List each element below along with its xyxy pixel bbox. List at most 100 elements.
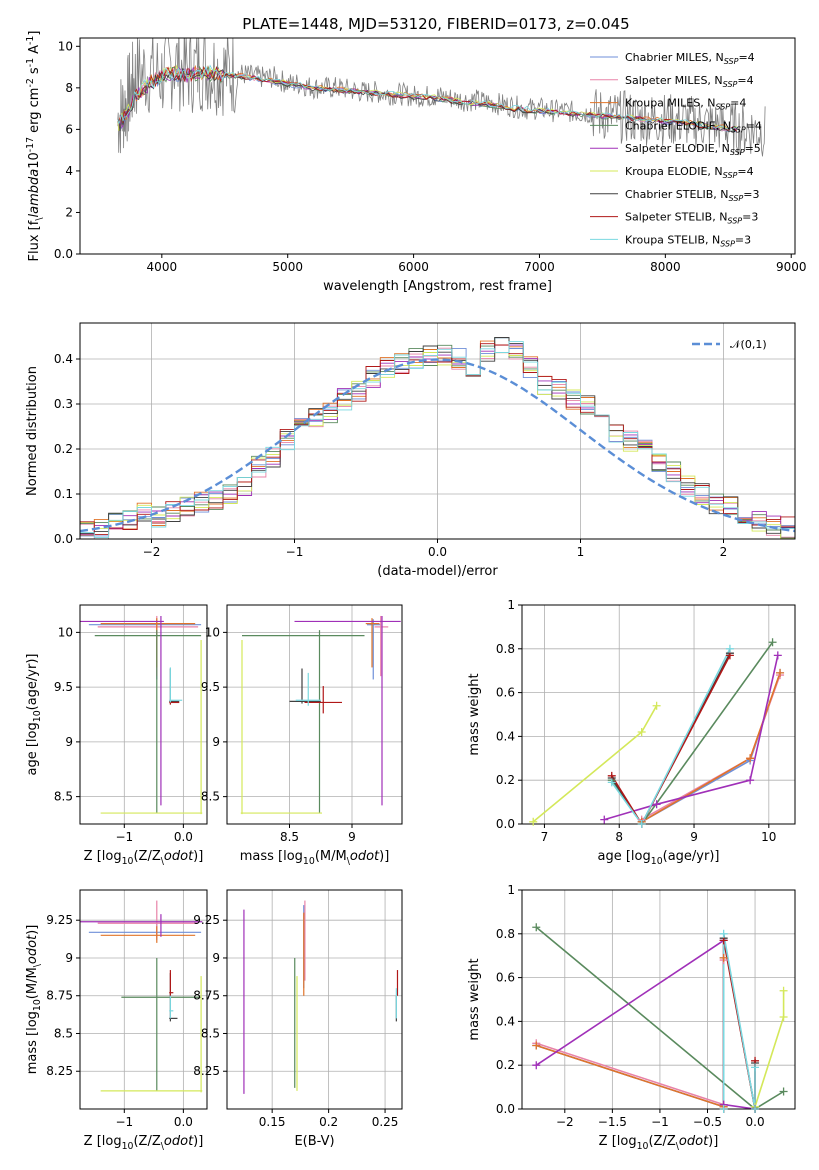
weight-marker [779,1013,788,1022]
error-point [304,686,342,714]
figure-title: PLATE=1448, MJD=53120, FIBERID=0173, z=0… [242,15,629,33]
y-tick-label: 9.25 [193,913,220,927]
plots-layer: 4000 5000 6000 7000 8000 9000 0.0 2 4 6 8 10 wavelen… [25,31,807,1152]
error-point [367,619,381,680]
weight-line [611,655,731,824]
weight-marker [719,953,728,962]
legend-entry: 𝒩(0,1) [730,338,767,351]
y-tick-label: 0.4 [496,729,515,743]
y-tick-label: 10 [58,625,73,639]
error-point [240,640,322,815]
y-axis-label: Flux [f\lambda10-17 erg cm-2 s-1 A-1] [25,31,45,262]
x-tick-label: 10 [761,830,776,844]
weight-marker [652,701,661,710]
y-tick-label: 8.75 [193,989,220,1003]
error-point [100,976,203,1093]
y-tick-label: 2 [65,205,73,219]
weight-marker [532,1061,541,1070]
plot-area [240,615,401,815]
x-tick-label: 0.25 [372,1115,399,1129]
error-point [100,618,196,668]
weight-marker [719,1105,728,1113]
y-tick-label: 8.75 [46,989,73,1003]
y-tick-label: 1 [507,598,515,612]
model-spectrum [117,64,737,130]
y-tick-label: 0.6 [496,686,515,700]
y-tick-label: 0.2 [54,442,73,456]
x-tick-label: −2 [143,545,161,559]
error-point [365,618,380,668]
x-axis-label: Z [log10(Z/Z\odot)] [599,1134,719,1152]
x-tick-label: 7000 [524,260,555,274]
y-tick-label: 9.5 [54,680,73,694]
plot-area [243,900,399,1094]
plot-area [117,38,766,157]
y-axis-label: age [log10(age/yr)] [25,654,43,776]
y-tick-label: 0.4 [54,352,73,366]
panel-spectrum: 4000 5000 6000 7000 8000 9000 0.0 2 4 6 8 10 wavelen… [25,31,807,294]
error-point [88,619,202,680]
y-tick-label: 0.0 [54,247,73,261]
y-tick-label: 9 [212,951,220,965]
weight-line [535,926,785,1109]
error-point [88,923,202,940]
y-tick-label: 0.3 [54,397,73,411]
legend-entry: Salpeter ELODIE, NSSP=5 [625,142,761,157]
y-tick-label: 9 [65,951,73,965]
x-tick-label: −1 [286,545,304,559]
axes-frame [79,604,208,825]
weight-line [641,674,781,821]
panel-residuals: −2 −1 0.0 1 2 0.0 0.1 0.2 0.3 0.4 (data-model)/err… [25,322,796,579]
x-tick-label: 0.15 [259,1115,286,1129]
weight-marker [652,800,661,809]
error-point [80,914,203,937]
y-tick-label: 0.6 [496,971,515,985]
y-tick-label: 8.25 [46,1064,73,1078]
x-tick-label: 1 [577,545,585,559]
weight-marker [600,815,609,824]
model-spectrum [117,65,737,132]
observed-spectrum [117,38,766,157]
x-axis-label: mass [log10(M/M\odot)] [240,849,390,867]
weight-marker [637,728,646,737]
legend-entry: Salpeter MILES, NSSP=4 [625,74,754,89]
error-point [169,970,174,996]
weight-line [641,672,781,823]
error-point [242,630,365,814]
y-tick-label: 0.8 [496,642,515,656]
weight-marker [746,776,755,785]
x-axis-label: (data-model)/error [377,564,498,579]
y-tick-label: 8.5 [54,790,73,804]
legend-entry: Kroupa MILES, NSSP=4 [625,97,746,112]
legend: Chabrier MILES, NSSP=4 Salpeter MILES, NS… [590,51,762,248]
weight-line [535,938,756,1109]
plot-area [80,615,203,815]
y-tick-label: 4 [65,164,73,178]
legend: 𝒩(0,1) [692,338,767,351]
axes-frame [79,889,208,1110]
axes-frame [79,37,796,255]
panel-age-vs-Z: −1 0.0 8.5 9 9.5 10 Z [log10(Z/Z\odot)] age [lo… [25,604,208,867]
y-tick-label: 10 [205,625,220,639]
weight-line [611,641,774,824]
x-tick-label: 0.0 [174,830,193,844]
y-tick-label: 0.2 [496,773,515,787]
weight-marker [746,754,755,763]
y-tick-label: 6 [65,122,73,136]
error-point [169,995,174,1019]
error-point [80,615,164,806]
weight-marker [607,778,616,787]
x-tick-label: −0.5 [693,1115,722,1129]
error-point [121,957,202,1091]
plot-area [532,641,781,824]
y-tick-label: 8.5 [54,1026,73,1040]
x-tick-label: 2 [720,545,728,559]
x-tick-label: 5000 [272,260,303,274]
error-point [295,672,321,706]
weight-line [611,652,731,824]
weight-line [754,990,785,1108]
y-tick-label: 10 [58,39,73,53]
axes-frame [521,889,796,1110]
axes-frame [226,889,403,1110]
weight-marker [773,651,782,660]
